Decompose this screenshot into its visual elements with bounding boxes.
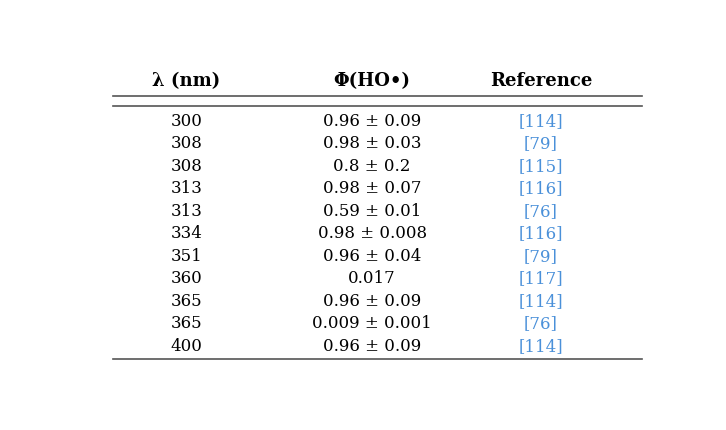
Text: 0.98 ± 0.03: 0.98 ± 0.03: [323, 135, 421, 152]
Text: 0.017: 0.017: [348, 270, 396, 287]
Text: [79]: [79]: [524, 248, 558, 265]
Text: [117]: [117]: [518, 270, 563, 287]
Text: 0.009 ± 0.001: 0.009 ± 0.001: [312, 315, 432, 332]
Text: 0.96 ± 0.09: 0.96 ± 0.09: [323, 293, 421, 310]
Text: 313: 313: [171, 203, 203, 220]
Text: 0.8 ± 0.2: 0.8 ± 0.2: [333, 158, 411, 175]
Text: [76]: [76]: [524, 203, 558, 220]
Text: 0.98 ± 0.07: 0.98 ± 0.07: [323, 180, 421, 197]
Text: 400: 400: [171, 338, 203, 355]
Text: 308: 308: [171, 158, 203, 175]
Text: [76]: [76]: [524, 315, 558, 332]
Text: λ (nm): λ (nm): [152, 72, 221, 90]
Text: 0.96 ± 0.09: 0.96 ± 0.09: [323, 113, 421, 129]
Text: [79]: [79]: [524, 135, 558, 152]
Text: 365: 365: [171, 315, 203, 332]
Text: [114]: [114]: [518, 338, 563, 355]
Text: Φ(HO•): Φ(HO•): [333, 72, 411, 90]
Text: [116]: [116]: [518, 225, 563, 242]
Text: [116]: [116]: [518, 180, 563, 197]
Text: 0.98 ± 0.008: 0.98 ± 0.008: [317, 225, 427, 242]
Text: 308: 308: [171, 135, 203, 152]
Text: 360: 360: [171, 270, 203, 287]
Text: 0.59 ± 0.01: 0.59 ± 0.01: [323, 203, 421, 220]
Text: 0.96 ± 0.09: 0.96 ± 0.09: [323, 338, 421, 355]
Text: [115]: [115]: [518, 158, 563, 175]
Text: 313: 313: [171, 180, 203, 197]
Text: 0.96 ± 0.04: 0.96 ± 0.04: [323, 248, 421, 265]
Text: 334: 334: [171, 225, 203, 242]
Text: Reference: Reference: [489, 72, 592, 90]
Text: [114]: [114]: [518, 113, 563, 129]
Text: 300: 300: [171, 113, 203, 129]
Text: 351: 351: [171, 248, 203, 265]
Text: 365: 365: [171, 293, 203, 310]
Text: [114]: [114]: [518, 293, 563, 310]
